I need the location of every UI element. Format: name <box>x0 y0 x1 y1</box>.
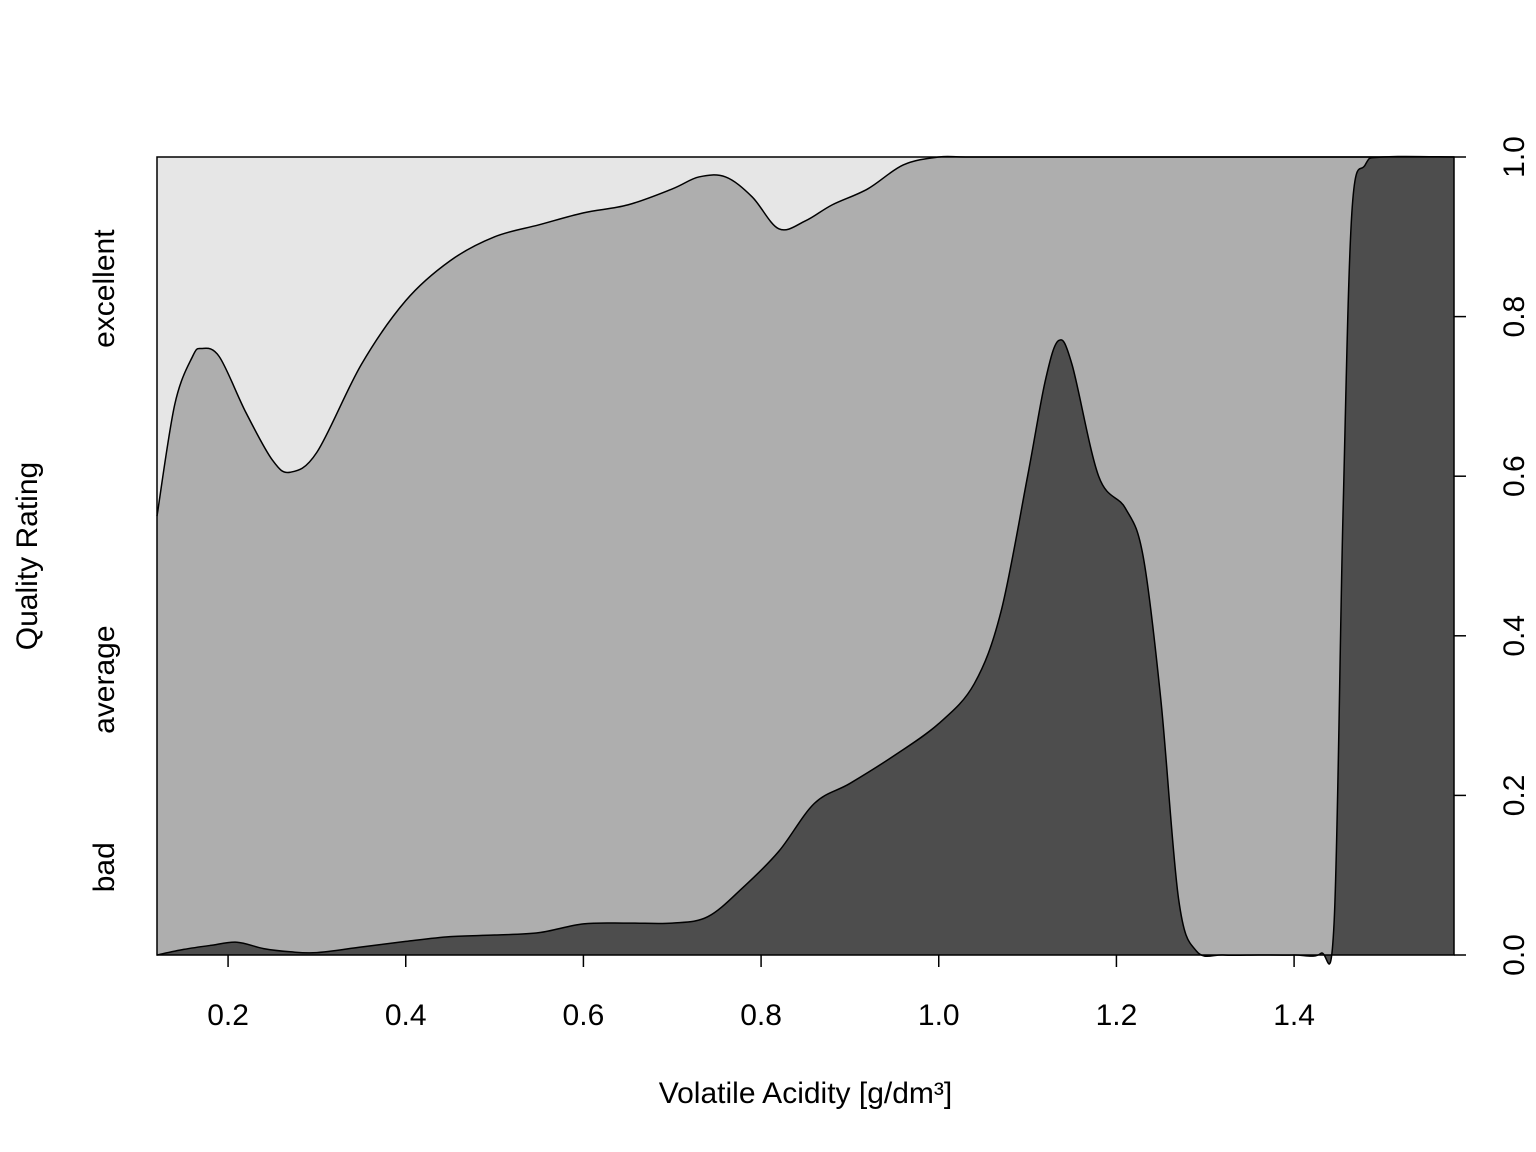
category-label-bad: bad <box>88 842 121 892</box>
y-axis-title: Quality Rating <box>11 462 44 650</box>
x-tick-label: 1.4 <box>1273 999 1315 1032</box>
right-tick-label: 0.8 <box>1498 296 1531 338</box>
boundary-bad-average <box>156 155 1455 965</box>
plot-frame <box>156 156 1455 956</box>
x-tick-label: 1.0 <box>918 999 960 1032</box>
x-tick-label: 0.6 <box>563 999 605 1032</box>
right-axis: 0.0 0.2 0.4 0.6 0.8 1.0 <box>1454 136 1531 976</box>
right-tick-label: 0.2 <box>1498 775 1531 817</box>
right-tick-label: 1.0 <box>1498 136 1531 178</box>
area-bad <box>157 156 1454 964</box>
x-tick-label: 0.2 <box>207 999 249 1032</box>
x-tick-label: 1.2 <box>1096 999 1138 1032</box>
right-tick-label: 0.4 <box>1498 615 1531 657</box>
x-tick-label: 0.4 <box>385 999 427 1032</box>
right-tick-label: 0.6 <box>1498 455 1531 497</box>
category-label-excellent: excellent <box>88 229 121 348</box>
right-tick-label: 0.0 <box>1498 934 1531 976</box>
category-labels: bad average excellent <box>88 229 121 892</box>
x-axis: 0.2 0.4 0.6 0.8 1.0 1.2 1.4 <box>207 955 1315 1032</box>
x-tick-label: 0.8 <box>740 999 782 1032</box>
area-layer <box>156 155 1455 965</box>
boundary-average-excellent <box>156 155 1454 517</box>
x-axis-title: Volatile Acidity [g/dm³] <box>659 1077 952 1110</box>
category-label-average: average <box>88 625 121 733</box>
